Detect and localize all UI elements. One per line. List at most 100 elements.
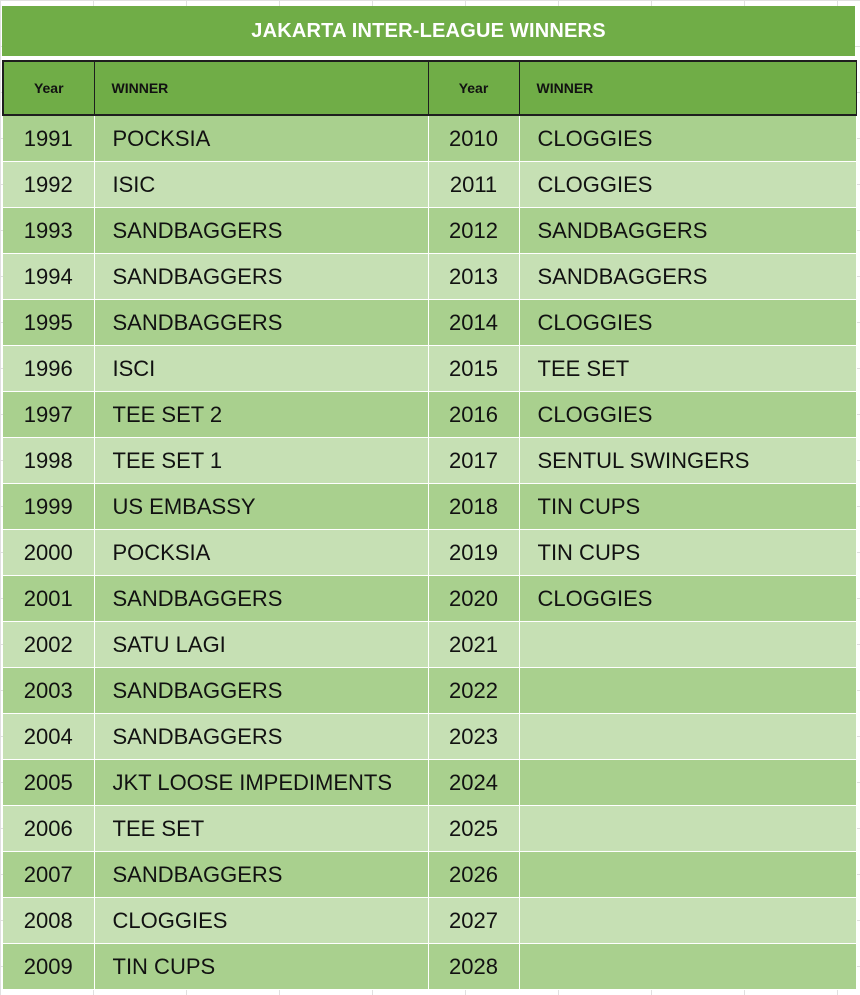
year-cell-left[interactable]: 2005 xyxy=(3,759,95,806)
table-row: 2000 POCKSIA 2019 TIN CUPS xyxy=(3,529,857,576)
table-row: 1994 SANDBAGGERS 2013 SANDBAGGERS xyxy=(3,253,857,300)
winner-cell-left[interactable]: SANDBAGGERS xyxy=(94,851,429,898)
winner-cell-left[interactable]: POCKSIA xyxy=(94,115,429,162)
winner-cell-right[interactable]: SANDBAGGERS xyxy=(519,207,857,254)
year-cell-left[interactable]: 2008 xyxy=(3,897,95,944)
winner-cell-left[interactable]: TEE SET 1 xyxy=(94,437,429,484)
winner-cell-left[interactable]: TEE SET xyxy=(94,805,429,852)
winners-table: Year WINNER Year WINNER 1991 POCKSIA 2010 C… xyxy=(2,60,857,990)
year-cell-left[interactable]: 2003 xyxy=(3,667,95,714)
year-cell-right[interactable]: 2017 xyxy=(428,437,520,484)
header-winner-left[interactable]: WINNER xyxy=(94,60,429,116)
page-title[interactable]: JAKARTA INTER-LEAGUE WINNERS xyxy=(2,6,855,56)
year-cell-right[interactable]: 2028 xyxy=(428,943,520,990)
year-cell-right[interactable]: 2021 xyxy=(428,621,520,668)
year-cell-right[interactable]: 2025 xyxy=(428,805,520,852)
year-cell-left[interactable]: 2007 xyxy=(3,851,95,898)
winner-cell-left[interactable]: JKT LOOSE IMPEDIMENTS xyxy=(94,759,429,806)
table-row: 1998 TEE SET 1 2017 SENTUL SWINGERS xyxy=(3,437,857,484)
year-cell-left[interactable]: 2009 xyxy=(3,943,95,990)
year-cell-left[interactable]: 2000 xyxy=(3,529,95,576)
year-cell-left[interactable]: 1993 xyxy=(3,207,95,254)
table-row: 1999 US EMBASSY 2018 TIN CUPS xyxy=(3,483,857,530)
winner-cell-left[interactable]: TEE SET 2 xyxy=(94,391,429,438)
winner-cell-right[interactable] xyxy=(519,851,857,898)
winner-cell-left[interactable]: TIN CUPS xyxy=(94,943,429,990)
winner-cell-right[interactable]: TEE SET xyxy=(519,345,857,392)
winner-cell-left[interactable]: US EMBASSY xyxy=(94,483,429,530)
year-cell-right[interactable]: 2016 xyxy=(428,391,520,438)
winner-cell-left[interactable]: SANDBAGGERS xyxy=(94,207,429,254)
year-cell-right[interactable]: 2018 xyxy=(428,483,520,530)
winner-cell-right[interactable] xyxy=(519,897,857,944)
winner-cell-left[interactable]: SANDBAGGERS xyxy=(94,299,429,346)
year-cell-right[interactable]: 2019 xyxy=(428,529,520,576)
header-year-left[interactable]: Year xyxy=(2,60,95,116)
year-cell-left[interactable]: 1991 xyxy=(3,115,95,162)
year-cell-right[interactable]: 2010 xyxy=(428,115,520,162)
table-row: 1992 ISIC 2011 CLOGGIES xyxy=(3,161,857,208)
year-cell-right[interactable]: 2026 xyxy=(428,851,520,898)
table-row: 2007 SANDBAGGERS 2026 xyxy=(3,851,857,898)
year-cell-left[interactable]: 1999 xyxy=(3,483,95,530)
winner-cell-right[interactable]: TIN CUPS xyxy=(519,529,857,576)
winner-cell-right[interactable] xyxy=(519,667,857,714)
winner-cell-right[interactable]: CLOGGIES xyxy=(519,115,857,162)
winner-cell-right[interactable]: TIN CUPS xyxy=(519,483,857,530)
winner-cell-left[interactable]: SANDBAGGERS xyxy=(94,575,429,622)
winner-cell-left[interactable]: CLOGGIES xyxy=(94,897,429,944)
year-cell-left[interactable]: 1998 xyxy=(3,437,95,484)
table-row: 2008 CLOGGIES 2027 xyxy=(3,897,857,944)
year-cell-left[interactable]: 2004 xyxy=(3,713,95,760)
table-row: 1997 TEE SET 2 2016 CLOGGIES xyxy=(3,391,857,438)
winner-cell-right[interactable] xyxy=(519,805,857,852)
year-cell-right[interactable]: 2015 xyxy=(428,345,520,392)
year-cell-left[interactable]: 1995 xyxy=(3,299,95,346)
year-cell-right[interactable]: 2014 xyxy=(428,299,520,346)
year-cell-left[interactable]: 1997 xyxy=(3,391,95,438)
winner-cell-left[interactable]: SANDBAGGERS xyxy=(94,253,429,300)
year-cell-left[interactable]: 2002 xyxy=(3,621,95,668)
table-row: 1993 SANDBAGGERS 2012 SANDBAGGERS xyxy=(3,207,857,254)
table-row: 2001 SANDBAGGERS 2020 CLOGGIES xyxy=(3,575,857,622)
year-cell-right[interactable]: 2011 xyxy=(428,161,520,208)
header-year-right[interactable]: Year xyxy=(428,60,520,116)
table-row: 1996 ISCI 2015 TEE SET xyxy=(3,345,857,392)
header-winner-right[interactable]: WINNER xyxy=(519,60,857,116)
winner-cell-right[interactable] xyxy=(519,759,857,806)
winner-cell-right[interactable]: CLOGGIES xyxy=(519,575,857,622)
table-row: 2006 TEE SET 2025 xyxy=(3,805,857,852)
winner-cell-left[interactable]: SANDBAGGERS xyxy=(94,667,429,714)
year-cell-left[interactable]: 2006 xyxy=(3,805,95,852)
winner-cell-right[interactable]: CLOGGIES xyxy=(519,299,857,346)
winner-cell-left[interactable]: POCKSIA xyxy=(94,529,429,576)
year-cell-right[interactable]: 2020 xyxy=(428,575,520,622)
winner-cell-right[interactable] xyxy=(519,713,857,760)
winner-cell-right[interactable]: SANDBAGGERS xyxy=(519,253,857,300)
year-cell-right[interactable]: 2012 xyxy=(428,207,520,254)
winner-cell-left[interactable]: ISIC xyxy=(94,161,429,208)
table-row: 2002 SATU LAGI 2021 xyxy=(3,621,857,668)
year-cell-left[interactable]: 1992 xyxy=(3,161,95,208)
year-cell-right[interactable]: 2013 xyxy=(428,253,520,300)
year-cell-right[interactable]: 2022 xyxy=(428,667,520,714)
year-cell-left[interactable]: 2001 xyxy=(3,575,95,622)
winner-cell-right[interactable] xyxy=(519,621,857,668)
year-cell-right[interactable]: 2023 xyxy=(428,713,520,760)
winner-cell-right[interactable]: CLOGGIES xyxy=(519,161,857,208)
winner-cell-left[interactable]: ISCI xyxy=(94,345,429,392)
winner-cell-right[interactable]: SENTUL SWINGERS xyxy=(519,437,857,484)
header-row: Year WINNER Year WINNER xyxy=(2,60,857,116)
winner-cell-left[interactable]: SATU LAGI xyxy=(94,621,429,668)
winner-cell-right[interactable] xyxy=(519,943,857,990)
year-cell-right[interactable]: 2027 xyxy=(428,897,520,944)
winners-sheet: JAKARTA INTER-LEAGUE WINNERS Year WINNER… xyxy=(2,6,857,990)
table-row: 2004 SANDBAGGERS 2023 xyxy=(3,713,857,760)
year-cell-left[interactable]: 1994 xyxy=(3,253,95,300)
year-cell-left[interactable]: 1996 xyxy=(3,345,95,392)
winner-cell-left[interactable]: SANDBAGGERS xyxy=(94,713,429,760)
year-cell-right[interactable]: 2024 xyxy=(428,759,520,806)
table-body: 1991 POCKSIA 2010 CLOGGIES 1992 ISIC 2011 CLOGG… xyxy=(3,115,857,990)
winner-cell-right[interactable]: CLOGGIES xyxy=(519,391,857,438)
table-row: 2009 TIN CUPS 2028 xyxy=(3,943,857,990)
